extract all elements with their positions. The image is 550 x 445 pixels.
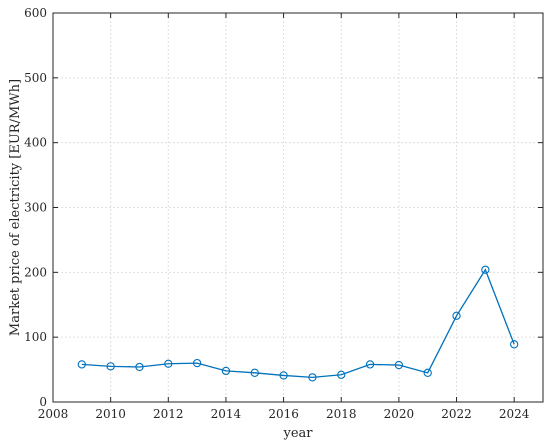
y-tick-label: 100 [24,330,47,344]
axis-ticks: 2008 2010 2012 2014 2016 2018 2020 2022 2024 0 100… [24,6,543,421]
data-point-2020 [394,360,404,370]
data-point-2022 [452,311,461,320]
data-point-2010 [106,362,115,371]
data-point-2009 [77,360,86,369]
data-point-2024 [510,340,519,349]
x-tick-label: 2014 [211,407,242,421]
y-tick-label: 200 [24,265,47,279]
x-tick-label: 2018 [326,407,357,421]
x-tick-label: 2022 [441,407,472,421]
data-point-2023 [481,265,490,274]
series-line [81,268,515,379]
series [77,265,519,382]
y-tick-label: 0 [39,395,47,409]
y-tick-label: 500 [24,71,47,85]
grid [52,12,543,403]
y-tick-label: 300 [24,201,47,215]
plot-area-frame [52,12,544,403]
data-point-2012 [164,359,173,368]
data-point-2011 [135,362,144,372]
y-tick-label: 600 [24,6,47,20]
x-tick-label: 2010 [95,407,126,421]
data-point-2017 [308,373,317,382]
y-tick-label: 400 [24,136,47,150]
data-point-2014 [221,366,231,376]
x-tick-label: 2024 [499,407,530,421]
x-tick-label: 2012 [153,407,184,421]
x-axis-label: year [282,426,313,441]
data-point-2015 [250,368,259,377]
data-point-2019 [365,360,375,369]
data-point-2021 [423,368,432,377]
x-tick-label: 2016 [268,407,299,421]
x-tick-label: 2020 [384,407,415,421]
y-axis-label: Market price of electricity [EUR/MWh] [8,79,23,336]
data-point-2013 [192,358,202,368]
data-point-2016 [279,371,288,380]
data-point-2018 [337,370,346,379]
x-tick-label: 2008 [38,407,69,421]
